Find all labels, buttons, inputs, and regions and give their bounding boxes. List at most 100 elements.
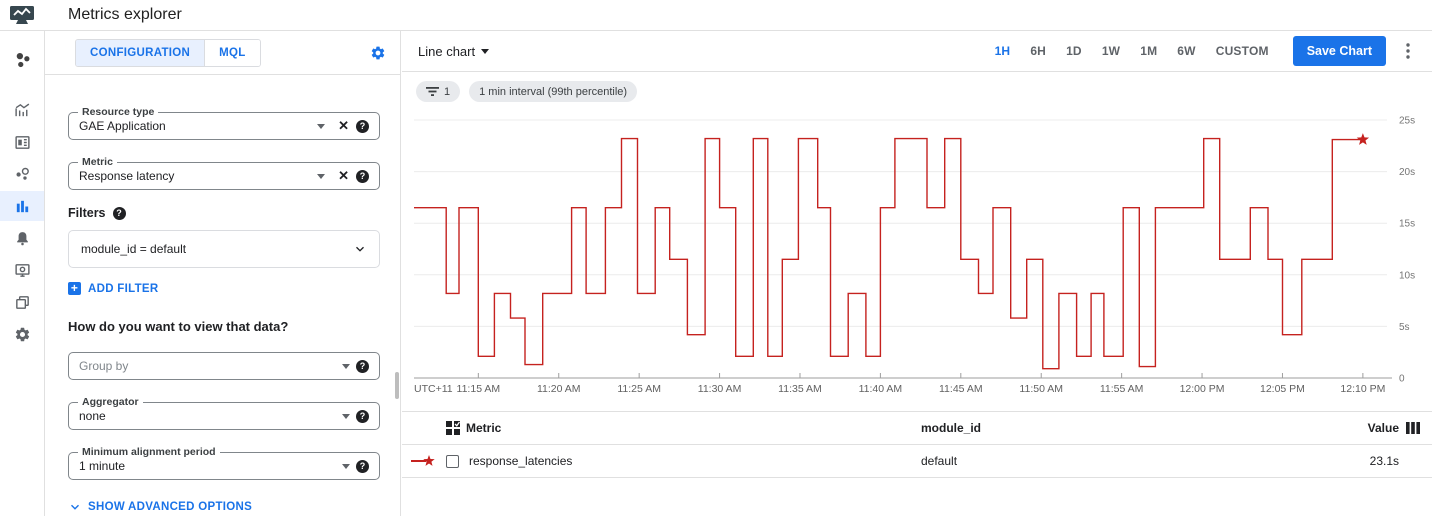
svg-text:12:00 PM: 12:00 PM	[1180, 383, 1225, 395]
min-alignment-label: Minimum alignment period	[78, 446, 220, 458]
table-row[interactable]: response_latencies default 23.1s	[402, 445, 1432, 478]
panel-tabs: CONFIGURATION MQL	[45, 31, 400, 75]
group-by-placeholder: Group by	[79, 359, 129, 373]
filter-expander[interactable]: module_id = default	[68, 230, 380, 268]
chart-type-selector[interactable]: Line chart	[418, 43, 490, 59]
nav-overview-icon[interactable]	[0, 43, 44, 77]
module-id-value: default	[921, 454, 958, 468]
interval-chip[interactable]: 1 min interval (99th percentile)	[469, 81, 638, 102]
min-alignment-select[interactable]: Minimum alignment period 1 minute ?	[68, 446, 380, 480]
panel-scrollbar[interactable]	[395, 372, 399, 399]
chevron-down-icon	[71, 504, 79, 510]
table-header-row: Metric module_id Value	[402, 412, 1432, 445]
nav-metrics-icon[interactable]	[0, 95, 44, 125]
chart-type-label: Line chart	[418, 43, 476, 59]
col-module-id: module_id	[921, 421, 982, 435]
col-value: Value	[1367, 421, 1399, 435]
show-advanced-label: SHOW ADVANCED OPTIONS	[88, 501, 253, 513]
show-advanced-options-button[interactable]: SHOW ADVANCED OPTIONS	[68, 500, 380, 514]
range-button-6h[interactable]: 6H	[1020, 38, 1056, 64]
tab-configuration[interactable]: CONFIGURATION	[76, 39, 205, 66]
metric-name: response_latencies	[469, 454, 573, 468]
help-icon[interactable]: ?	[356, 409, 369, 423]
resource-type-label: Resource type	[78, 106, 159, 118]
dropdown-caret-icon	[481, 48, 490, 54]
configuration-panel: CONFIGURATION MQL Resource type GAE Appl…	[45, 31, 401, 516]
nav-settings-icon[interactable]	[0, 319, 44, 349]
metric-label: Metric	[78, 156, 117, 168]
help-icon[interactable]: ?	[356, 459, 369, 473]
view-data-heading: How do you want to view that data?	[68, 319, 289, 334]
help-icon[interactable]: ?	[356, 359, 369, 373]
filters-label: Filters	[68, 206, 106, 220]
nav-groups-icon[interactable]	[0, 287, 44, 317]
plus-icon: +	[68, 282, 81, 295]
dropdown-caret-icon[interactable]	[342, 363, 350, 369]
range-button-6w[interactable]: 6W	[1167, 38, 1205, 64]
nav-rail	[0, 31, 45, 516]
legend-table: Metric module_id Value response_latencie…	[402, 411, 1432, 478]
monitoring-logo-icon	[10, 6, 34, 24]
aggregator-select[interactable]: Aggregator none ?	[68, 396, 380, 430]
series-marker-icon	[411, 455, 435, 466]
min-alignment-value: 1 minute	[79, 459, 126, 473]
nav-alerting-icon[interactable]	[0, 223, 44, 253]
resource-type-value: GAE Application	[79, 119, 166, 133]
range-button-1d[interactable]: 1D	[1056, 38, 1092, 64]
filters-help-icon[interactable]: ?	[112, 206, 126, 220]
add-filter-label: ADD FILTER	[88, 282, 159, 295]
save-chart-button[interactable]: Save Chart	[1292, 36, 1386, 66]
metric-value: Response latency	[79, 169, 175, 183]
latency-value: 23.1s	[1369, 454, 1399, 468]
dropdown-caret-icon[interactable]	[342, 413, 350, 419]
svg-text:11:40 AM: 11:40 AM	[859, 383, 903, 395]
time-range-group: 1H 6H 1D 1W 1M 6W CUSTOM	[985, 38, 1279, 64]
nav-dashboards-icon[interactable]	[0, 127, 44, 157]
tab-mql[interactable]: MQL	[204, 39, 260, 66]
dropdown-caret-icon[interactable]	[317, 173, 326, 179]
resource-type-select[interactable]: Resource type GAE Application ✕ ?	[68, 106, 380, 140]
dropdown-caret-icon[interactable]	[317, 123, 326, 129]
clear-icon[interactable]: ✕	[338, 168, 349, 183]
svg-text:10s: 10s	[1399, 270, 1415, 281]
help-icon[interactable]: ?	[356, 169, 369, 183]
svg-text:11:15 AM: 11:15 AM	[457, 383, 501, 395]
grid-check-icon[interactable]	[446, 421, 460, 435]
svg-text:25s: 25s	[1399, 116, 1415, 127]
range-button-1m[interactable]: 1M	[1130, 38, 1167, 64]
svg-text:11:55 AM: 11:55 AM	[1100, 383, 1144, 395]
row-checkbox[interactable]	[446, 454, 459, 468]
svg-text:11:25 AM: 11:25 AM	[617, 383, 661, 395]
app-header: Metrics explorer	[0, 0, 1432, 31]
svg-text:11:30 AM: 11:30 AM	[698, 383, 742, 395]
aggregator-value: none	[79, 409, 106, 423]
nav-metrics-explorer-icon[interactable]	[0, 191, 44, 221]
range-button-custom[interactable]: CUSTOM	[1206, 38, 1279, 64]
columns-icon[interactable]	[1406, 422, 1420, 434]
svg-text:11:20 AM: 11:20 AM	[537, 383, 581, 395]
clear-icon[interactable]: ✕	[338, 118, 349, 133]
svg-text:11:45 AM: 11:45 AM	[939, 383, 983, 395]
svg-text:5s: 5s	[1399, 322, 1410, 333]
group-by-select[interactable]: Group by ?	[68, 352, 380, 380]
help-icon[interactable]: ?	[356, 119, 369, 133]
range-button-1h[interactable]: 1H	[985, 38, 1021, 64]
metric-select[interactable]: Metric Response latency ✕ ?	[68, 156, 380, 190]
latency-chart[interactable]: 0 5s 10s 15s 20s 25s 11:15 AM 11:20 AM 11:25 AM 1…	[402, 105, 1432, 397]
panel-settings-gear-icon[interactable]	[370, 45, 386, 61]
svg-text:11:50 AM: 11:50 AM	[1019, 383, 1063, 395]
filter-count-chip[interactable]: 1	[416, 81, 461, 102]
dropdown-caret-icon[interactable]	[342, 463, 350, 469]
add-filter-button[interactable]: + ADD FILTER	[68, 282, 380, 295]
aggregator-label: Aggregator	[78, 396, 143, 408]
more-menu-icon[interactable]	[1396, 39, 1420, 63]
svg-text:12:05 PM: 12:05 PM	[1260, 383, 1305, 395]
svg-text:11:35 AM: 11:35 AM	[778, 383, 822, 395]
svg-text:12:10 PM: 12:10 PM	[1340, 383, 1385, 395]
nav-services-icon[interactable]	[0, 159, 44, 189]
col-metric: Metric	[466, 421, 502, 435]
filter-icon	[426, 87, 439, 96]
range-button-1w[interactable]: 1W	[1092, 38, 1130, 64]
filter-count: 1	[444, 85, 451, 98]
nav-uptime-checks-icon[interactable]	[0, 255, 44, 285]
